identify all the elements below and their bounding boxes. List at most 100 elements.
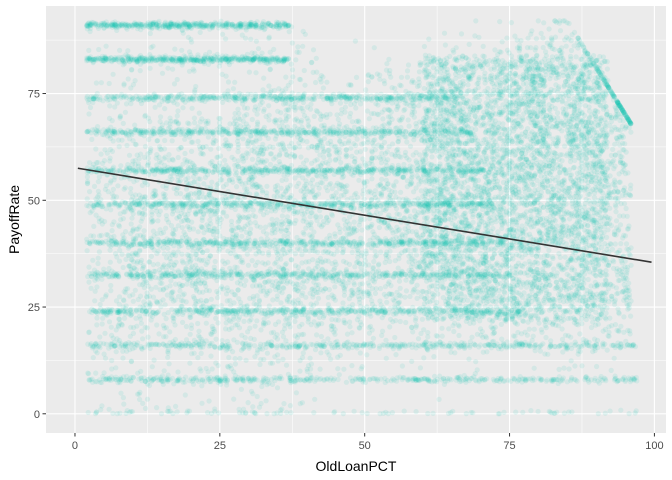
data-point — [448, 349, 454, 355]
data-point — [208, 296, 214, 302]
data-point — [384, 61, 390, 67]
data-point — [620, 160, 626, 166]
data-point — [363, 87, 369, 93]
data-point — [458, 31, 465, 37]
data-point — [591, 217, 597, 223]
data-point — [608, 223, 615, 229]
data-point — [624, 213, 630, 219]
data-point — [594, 363, 600, 370]
data-point — [517, 46, 523, 52]
data-point — [303, 294, 309, 300]
data-point — [624, 264, 631, 270]
data-point — [621, 314, 627, 320]
data-point — [333, 190, 339, 196]
data-point — [382, 259, 388, 266]
data-point — [571, 43, 577, 49]
data-point — [258, 327, 264, 333]
data-point — [244, 215, 250, 221]
data-point — [411, 217, 417, 223]
data-point — [249, 258, 255, 264]
data-point — [335, 366, 341, 372]
data-point — [357, 281, 363, 287]
data-point — [392, 85, 398, 91]
data-point — [399, 363, 405, 369]
data-point — [329, 308, 335, 314]
data-point — [204, 248, 210, 254]
data-point — [617, 222, 624, 228]
data-point — [274, 188, 280, 194]
data-point — [349, 292, 355, 298]
data-point — [214, 154, 220, 160]
data-point — [612, 152, 618, 158]
data-point — [148, 253, 154, 259]
data-point — [451, 49, 457, 55]
data-point — [435, 333, 441, 339]
data-point — [589, 217, 595, 223]
data-point — [342, 104, 348, 110]
data-point — [215, 295, 221, 301]
data-point — [405, 62, 412, 68]
data-point — [300, 229, 306, 236]
data-point — [224, 285, 230, 291]
data-point — [344, 183, 350, 189]
data-point — [609, 246, 616, 252]
data-point — [299, 117, 305, 123]
data-point — [230, 247, 236, 253]
data-point — [590, 60, 597, 66]
data-point — [325, 258, 331, 264]
data-point — [473, 18, 479, 24]
data-point — [552, 34, 559, 40]
data-point — [413, 252, 420, 258]
data-point — [579, 363, 585, 369]
data-point — [361, 216, 367, 222]
data-point — [530, 73, 536, 79]
data-point — [320, 74, 326, 80]
data-point — [372, 249, 378, 255]
data-point — [414, 295, 420, 301]
data-point — [366, 324, 372, 331]
data-point — [332, 297, 338, 303]
data-point — [346, 140, 352, 146]
data-point — [419, 316, 425, 322]
data-point — [96, 249, 102, 255]
data-point — [628, 313, 634, 319]
data-point — [278, 256, 284, 262]
data-point — [550, 66, 556, 72]
data-point — [326, 151, 332, 158]
data-point — [240, 136, 246, 142]
data-point — [600, 190, 606, 196]
data-point — [320, 143, 326, 149]
data-point — [317, 152, 323, 158]
data-point — [153, 191, 159, 197]
data-point — [528, 234, 534, 240]
data-point — [213, 336, 219, 342]
data-point — [562, 18, 568, 24]
data-point — [291, 208, 297, 214]
data-point — [616, 171, 622, 177]
data-point — [404, 139, 410, 145]
data-point — [127, 333, 133, 339]
data-point — [226, 177, 233, 183]
data-point — [619, 266, 626, 272]
data-point — [249, 156, 255, 162]
data-point — [252, 262, 259, 268]
data-point — [431, 178, 437, 184]
data-point — [393, 179, 399, 185]
data-point — [232, 264, 238, 270]
data-point — [369, 286, 376, 292]
data-point — [429, 154, 435, 160]
data-point — [386, 144, 392, 150]
data-point — [617, 134, 623, 140]
data-point — [544, 148, 550, 155]
data-point — [450, 192, 457, 198]
data-point — [346, 214, 353, 220]
data-point — [140, 233, 147, 239]
data-point — [610, 181, 616, 187]
data-point — [385, 222, 391, 228]
data-point — [322, 286, 328, 292]
data-point — [483, 136, 489, 142]
data-point — [614, 269, 620, 275]
data-point — [392, 203, 398, 209]
data-point — [480, 43, 486, 50]
data-point — [615, 290, 621, 296]
